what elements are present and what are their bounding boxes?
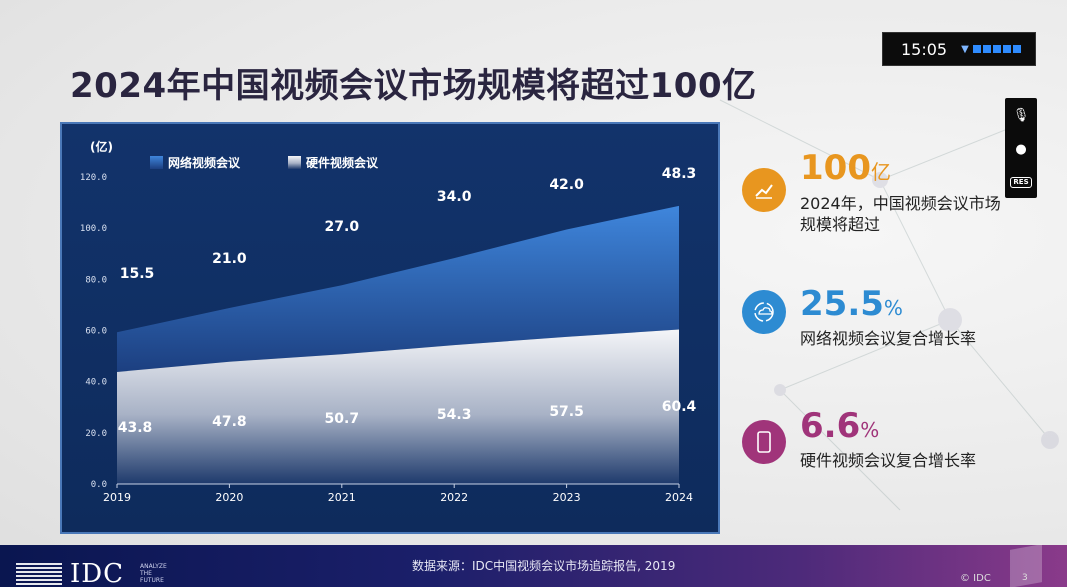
data-label-network: 21.0 bbox=[212, 251, 247, 267]
data-label-hardware: 54.3 bbox=[437, 407, 472, 423]
idc-logo: IDC bbox=[70, 559, 125, 587]
clock-time: 15:05 bbox=[901, 39, 948, 59]
pin-icon[interactable]: ● bbox=[1015, 141, 1027, 157]
footer-bar: IDC ANALYZE THE FUTURE 数据来源：IDC中国视频会议市场追… bbox=[0, 544, 1067, 587]
x-tick-label: 2024 bbox=[665, 491, 693, 504]
data-label-network: 42.0 bbox=[549, 177, 584, 193]
signal-icon: ▼ bbox=[961, 43, 969, 55]
legend-label-hardware: 硬件视频会议 bbox=[306, 155, 379, 170]
x-tick-label: 2021 bbox=[328, 491, 356, 504]
stat-desc: 网络视频会议复合增长率 bbox=[800, 329, 977, 348]
y-tick-label: 60.0 bbox=[85, 327, 107, 337]
series-area-network bbox=[117, 205, 679, 372]
battery-icon bbox=[972, 45, 1021, 53]
data-label-hardware: 43.8 bbox=[118, 420, 153, 436]
phone-icon bbox=[742, 420, 786, 464]
data-label-network: 48.3 bbox=[662, 166, 697, 182]
trend-up-icon bbox=[742, 168, 786, 212]
data-label-hardware: 50.7 bbox=[325, 411, 360, 427]
x-tick-label: 2022 bbox=[440, 491, 468, 504]
stat-value: 6.6% bbox=[800, 406, 880, 446]
y-tick-label: 0.0 bbox=[91, 480, 107, 490]
res-icon[interactable]: RES bbox=[1010, 176, 1032, 188]
y-tick-label: 40.0 bbox=[85, 378, 107, 388]
status-clock: 15:05 ▼ bbox=[882, 32, 1036, 66]
data-label-hardware: 57.5 bbox=[549, 404, 584, 420]
x-tick-label: 2019 bbox=[103, 491, 131, 504]
stat-value: 25.5% bbox=[800, 284, 903, 324]
data-label-network: 34.0 bbox=[437, 189, 472, 205]
page-number: 3 bbox=[1022, 573, 1028, 583]
page-title: 2024年中国视频会议市场规模将超过100亿 bbox=[70, 66, 757, 106]
y-axis-unit: (亿) bbox=[90, 139, 113, 154]
microphone-icon[interactable]: 🎙 bbox=[1012, 107, 1030, 123]
legend-label-network: 网络视频会议 bbox=[168, 155, 241, 170]
stat-value: 100亿 bbox=[800, 148, 891, 188]
data-label-hardware: 47.8 bbox=[212, 414, 247, 430]
logo-tagline: ANALYZE THE FUTURE bbox=[140, 563, 167, 584]
side-toolbar: 🎙 ● RES bbox=[1005, 98, 1037, 198]
y-tick-label: 80.0 bbox=[85, 275, 107, 285]
legend-swatch-hardware bbox=[288, 156, 301, 169]
y-tick-label: 20.0 bbox=[85, 429, 107, 439]
copyright: © IDC bbox=[960, 573, 991, 584]
area-chart: 0.0 20.0 40.0 60.0 80.0 100.0 120.0 (亿) 2019 2020… bbox=[80, 139, 697, 504]
cloud-sync-icon bbox=[742, 290, 786, 334]
data-label-hardware: 60.4 bbox=[662, 399, 697, 415]
x-tick-label: 2023 bbox=[553, 491, 581, 504]
data-label-network: 15.5 bbox=[120, 266, 155, 282]
chart-panel: 0.0 20.0 40.0 60.0 80.0 100.0 120.0 (亿) 2019 2020… bbox=[60, 122, 720, 534]
logo-graphic bbox=[16, 563, 62, 587]
stat-desc: 2024年，中国视频会议市场规模将超过 bbox=[800, 194, 1001, 234]
legend-swatch-network bbox=[150, 156, 163, 169]
data-label-network: 27.0 bbox=[325, 219, 360, 235]
x-tick-label: 2020 bbox=[215, 491, 243, 504]
series-area-hardware bbox=[117, 329, 679, 484]
stat-desc: 硬件视频会议复合增长率 bbox=[800, 451, 977, 470]
y-tick-label: 120.0 bbox=[80, 173, 107, 183]
data-source: 数据来源：IDC中国视频会议市场追踪报告, 2019 bbox=[412, 559, 676, 573]
y-tick-label: 100.0 bbox=[80, 224, 107, 234]
